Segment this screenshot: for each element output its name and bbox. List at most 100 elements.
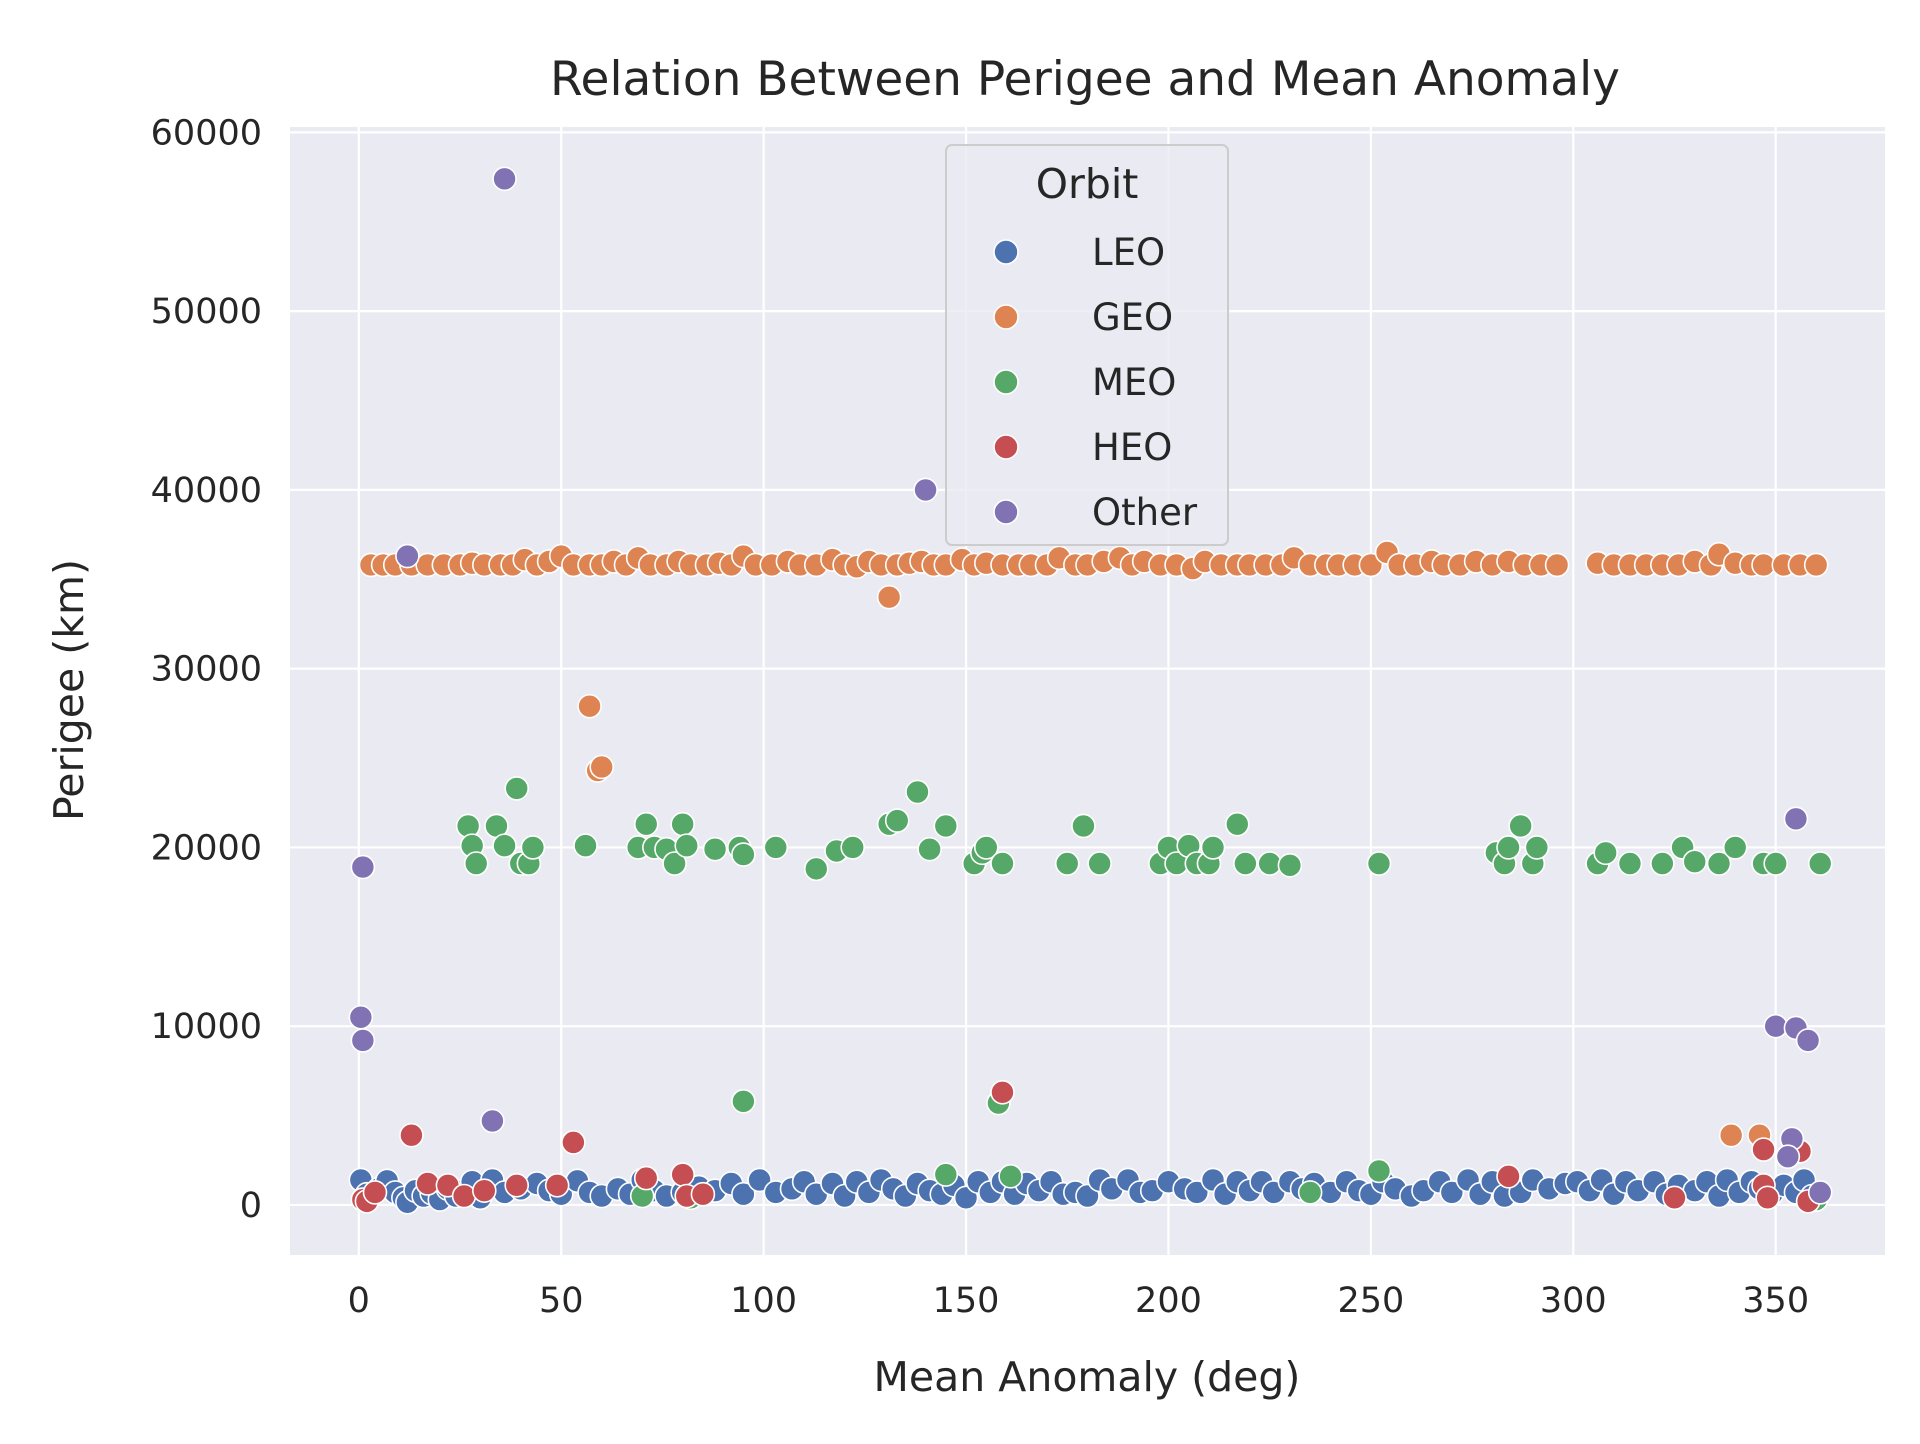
chart-title: Relation Between Perigee and Mean Anomal… xyxy=(550,52,1620,107)
meo-point xyxy=(933,1162,959,1187)
meo-point xyxy=(1682,849,1708,875)
other-point xyxy=(1795,1028,1821,1053)
leo-point xyxy=(747,1167,772,1193)
meo-point xyxy=(1054,851,1080,876)
meo-point xyxy=(1071,813,1096,839)
meo-point xyxy=(1807,851,1833,876)
y-tick-label: 10000 xyxy=(151,1007,262,1047)
meo-point xyxy=(1257,851,1282,876)
meo-point xyxy=(1763,851,1788,876)
legend-label-other: Other xyxy=(1092,491,1198,534)
meo-point xyxy=(803,856,829,882)
meo-point xyxy=(1366,1158,1392,1184)
meo-point xyxy=(973,835,999,860)
x-tick-label: 350 xyxy=(1742,1281,1809,1321)
legend-items: LEO GEO MEO HEO Other xyxy=(993,231,1198,534)
other-point xyxy=(395,543,420,569)
y-axis-label: Perigee (km) xyxy=(45,559,93,821)
meo-point xyxy=(1087,851,1112,876)
legend-marker-leo xyxy=(993,239,1019,265)
meo-point xyxy=(1593,840,1618,866)
meo-point xyxy=(1224,811,1250,837)
meo-point xyxy=(662,851,687,876)
legend-marker-heo xyxy=(993,434,1019,460)
meo-point xyxy=(731,842,756,867)
other-point xyxy=(1763,1013,1788,1039)
meo-point xyxy=(702,836,728,862)
meo-point xyxy=(1233,851,1258,876)
meo-point xyxy=(1496,835,1521,860)
x-tick-label: 0 xyxy=(348,1281,370,1321)
legend-label-meo: MEO xyxy=(1092,361,1176,404)
legend-marker-geo xyxy=(993,304,1019,330)
meo-point xyxy=(463,851,489,876)
y-tick-label: 0 xyxy=(240,1186,262,1226)
data-points xyxy=(348,166,1833,1215)
meo-point xyxy=(1650,851,1675,876)
meo-point xyxy=(731,1088,756,1114)
meo-point xyxy=(520,835,546,860)
legend: Orbit LEO GEO MEO HEO Other xyxy=(945,144,1229,546)
legend-title: Orbit xyxy=(1036,160,1139,208)
x-tick-labels: 0 50 100 150 200 250 300 350 xyxy=(348,1281,1809,1321)
heo-point xyxy=(1496,1164,1521,1189)
meo-point xyxy=(1366,851,1392,876)
y-tick-labels: 0 10000 20000 30000 40000 50000 60000 xyxy=(151,113,262,1226)
heo-point xyxy=(561,1130,586,1155)
other-point xyxy=(913,477,938,503)
other-point xyxy=(1775,1144,1801,1169)
meo-point xyxy=(670,811,695,837)
heo-point xyxy=(544,1172,570,1198)
heo-point xyxy=(1662,1185,1687,1211)
legend-label-geo: GEO xyxy=(1092,296,1173,339)
heo-point xyxy=(399,1122,424,1148)
meo-point xyxy=(884,808,910,833)
x-tick-label: 300 xyxy=(1540,1281,1607,1321)
meo-point xyxy=(840,835,866,860)
meo-point xyxy=(1200,835,1226,860)
heo-point xyxy=(451,1183,477,1209)
legend-marker-meo xyxy=(993,369,1019,395)
geo-point xyxy=(1803,552,1829,578)
meo-point xyxy=(633,811,659,837)
meo-point xyxy=(674,833,700,858)
geo-point xyxy=(1358,552,1384,578)
x-tick-label: 200 xyxy=(1135,1281,1202,1321)
heo-point xyxy=(504,1172,530,1198)
y-tick-label: 50000 xyxy=(151,292,262,332)
leo-point xyxy=(1184,1180,1210,1205)
heo-point xyxy=(690,1181,716,1207)
other-point xyxy=(1783,806,1809,832)
meo-point xyxy=(1722,835,1748,860)
heo-point xyxy=(1755,1185,1780,1211)
y-tick-label: 30000 xyxy=(151,650,262,690)
meo-point xyxy=(504,776,530,801)
legend-label-leo: LEO xyxy=(1092,231,1165,274)
x-tick-label: 50 xyxy=(539,1281,584,1321)
meo-point xyxy=(1524,835,1550,860)
geo-point xyxy=(1544,552,1570,578)
meo-point xyxy=(492,833,517,858)
y-tick-label: 20000 xyxy=(151,828,262,868)
geo-point xyxy=(1718,1122,1744,1148)
meo-point xyxy=(917,836,942,862)
meo-point xyxy=(1617,851,1643,876)
heo-point xyxy=(415,1171,440,1196)
heo-point xyxy=(472,1178,497,1203)
x-tick-label: 150 xyxy=(933,1281,1000,1321)
other-point xyxy=(350,1028,376,1053)
meo-point xyxy=(1277,852,1303,878)
other-point xyxy=(1807,1180,1833,1205)
meo-point xyxy=(990,851,1015,876)
legend-marker-other xyxy=(993,499,1019,525)
meo-point xyxy=(905,779,930,805)
geo-point xyxy=(589,754,615,780)
y-tick-label: 60000 xyxy=(151,113,262,153)
other-point xyxy=(480,1108,505,1134)
meo-point xyxy=(998,1164,1023,1189)
geo-point xyxy=(577,693,602,719)
x-tick-label: 250 xyxy=(1337,1281,1404,1321)
meo-point xyxy=(933,813,959,839)
